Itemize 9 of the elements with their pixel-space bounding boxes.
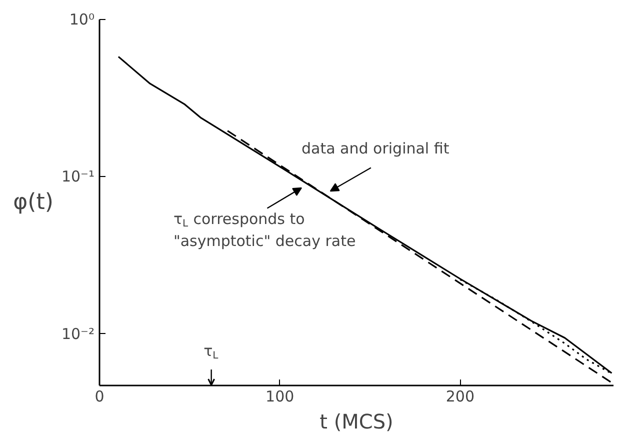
y-tick-label: 10⁻² — [61, 324, 95, 343]
y-tick-label: 10⁻¹ — [61, 168, 95, 186]
x-axis-title: t (MCS) — [320, 410, 394, 434]
x-tick-label: 200 — [446, 388, 475, 406]
y-axis-title: φ(t) — [13, 190, 54, 215]
y-tick-label: 10⁰ — [69, 10, 95, 28]
annotation: data and original fit — [301, 140, 450, 158]
x-tick-label: 0 — [94, 388, 104, 406]
x-tick-label: 100 — [266, 388, 294, 406]
